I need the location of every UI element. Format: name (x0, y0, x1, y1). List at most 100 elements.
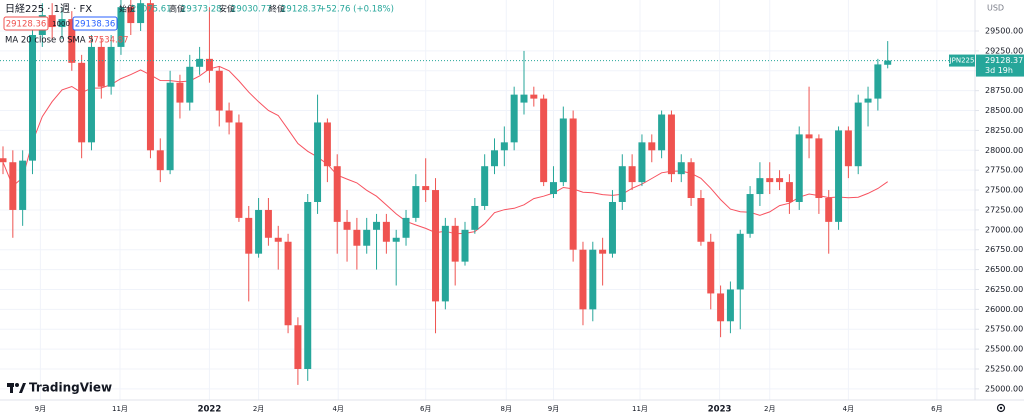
brand-logo: TradingView (7, 381, 112, 395)
brand-name: TradingView (29, 381, 112, 395)
candle-body (19, 160, 27, 210)
indicator-value: 27534.87 (88, 36, 129, 46)
candle-body (756, 178, 764, 195)
ohlc-value: 29030.77 (231, 5, 272, 15)
candle-body (87, 46, 95, 143)
candle-body (697, 198, 705, 242)
plot (0, 0, 892, 385)
candle-body (205, 58, 213, 71)
candle-body (382, 221, 390, 242)
candle-body (294, 325, 302, 369)
candle-body (137, 3, 145, 24)
ohlc-change: +52.76 (+0.18%) (319, 5, 394, 15)
candle-body (196, 58, 204, 67)
candle-body (166, 82, 174, 171)
candle-body (638, 142, 646, 183)
candle-body (412, 186, 420, 218)
x-tick-label: 2月 (764, 405, 775, 413)
ask-price[interactable]: 29138.36 (75, 20, 116, 30)
candle-body (333, 166, 341, 222)
candle-body (441, 225, 449, 302)
candle-body (127, 7, 135, 24)
candle-body (854, 102, 862, 167)
candle-body (874, 64, 882, 99)
candle-body (658, 114, 666, 151)
candle-body (402, 217, 410, 238)
candle-body (225, 110, 233, 123)
candle-body (559, 118, 567, 183)
bid-price[interactable]: 29128.36 (6, 20, 47, 30)
candle-body (707, 241, 715, 294)
y-tick-label: 29500.00 (985, 27, 1023, 36)
candle-body (78, 62, 86, 143)
x-tick-label: 2023 (708, 405, 732, 415)
x-tick-label: 2月 (253, 405, 264, 413)
candle-body (736, 233, 744, 290)
candle-body (373, 221, 381, 230)
y-tick-label: 27000.00 (985, 225, 1023, 234)
candle-body (667, 114, 675, 175)
candle-body (107, 46, 115, 87)
x-tick-label: 11月 (632, 405, 648, 413)
ohlc-label: 高値 (169, 4, 185, 14)
last-price: 29128.37 (985, 56, 1023, 65)
candle-body (156, 150, 164, 171)
settings-icon[interactable] (996, 403, 1006, 413)
y-tick-label: 25500.00 (985, 345, 1023, 354)
y-tick-label: 25750.00 (985, 325, 1023, 334)
y-tick-label: 25000.00 (985, 384, 1023, 393)
candle-body (746, 194, 754, 234)
y-tick-label: 27250.00 (985, 205, 1023, 214)
y-tick-label: 26750.00 (985, 245, 1023, 254)
x-tick-label: 9月 (548, 405, 559, 413)
candle-body (117, 7, 125, 47)
candle-body (471, 205, 479, 230)
candle-body (579, 249, 587, 310)
y-tick-label: 25250.00 (985, 364, 1023, 373)
candle-body (304, 201, 312, 369)
x-tick-label: 4月 (843, 405, 854, 413)
candle-body (9, 162, 17, 210)
candle-body (353, 229, 361, 246)
candle-body (864, 98, 872, 103)
candle-body (48, 15, 56, 28)
ohlc-value: 29373.28 (181, 5, 222, 15)
candle-body (28, 34, 36, 161)
candle-body (628, 166, 636, 183)
candle-body (569, 118, 577, 250)
y-tick-label: 27500.00 (985, 186, 1023, 195)
y-tick-label: 28250.00 (985, 126, 1023, 135)
candle-body (835, 130, 843, 222)
ohlc-header: 始値29075.61高値29373.28安値29030.77終値29128.37… (119, 4, 394, 15)
candle-body (68, 19, 76, 63)
currency: USD (987, 4, 1004, 13)
spread: 1000 (52, 20, 70, 28)
candle-body (422, 186, 430, 191)
x-tick-label: 11月 (112, 405, 128, 413)
candle-body (284, 241, 292, 326)
candle-body (323, 122, 331, 167)
candle-body (520, 94, 528, 103)
symbol-tag-box (949, 54, 975, 67)
candle-body (432, 190, 440, 302)
candle-body (491, 150, 498, 167)
candle-body (805, 134, 813, 139)
candle-body (146, 3, 154, 151)
y-tick-label: 26000.00 (985, 305, 1023, 314)
candle-body (599, 249, 607, 254)
candle-body (215, 70, 223, 111)
y-tick-label: 28000.00 (985, 146, 1023, 155)
buy-box[interactable] (72, 16, 118, 31)
candle-body (235, 122, 243, 218)
candle-body (608, 201, 616, 254)
ohlc-value: 29128.37 (281, 5, 322, 15)
candle-body (766, 178, 774, 183)
candle-body (717, 293, 725, 322)
candle-body (510, 94, 518, 143)
candle-body (500, 142, 508, 151)
sell-box[interactable] (3, 16, 49, 31)
candle-body (58, 19, 66, 28)
candle-body (176, 82, 184, 103)
symbol-tag: JPN225 (949, 57, 975, 65)
